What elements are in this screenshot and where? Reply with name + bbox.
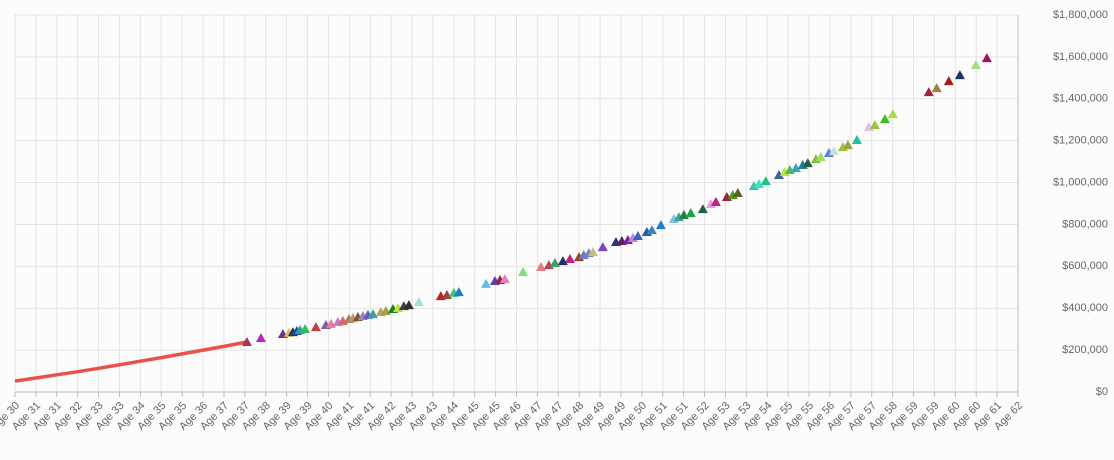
triangle-marker [887, 109, 898, 119]
triangle-marker [970, 60, 981, 70]
triangle-marker [241, 336, 252, 346]
triangle-marker [367, 309, 378, 319]
triangle-marker [869, 120, 880, 130]
y-tick-label: $200,000 [1062, 344, 1108, 356]
y-tick-label: $1,000,000 [1053, 176, 1108, 188]
triangle-marker [790, 163, 801, 173]
y-tick-label: $1,200,000 [1053, 135, 1108, 147]
triangle-marker [815, 152, 826, 162]
triangle-marker [255, 332, 266, 342]
triangle-marker [480, 278, 491, 288]
triangle-marker [753, 179, 764, 189]
triangle-marker [517, 266, 528, 276]
triangle-marker [413, 296, 424, 306]
triangle-marker [685, 208, 696, 218]
triangle-marker [646, 225, 657, 235]
triangle-marker [549, 257, 560, 267]
y-tick-label: $600,000 [1062, 260, 1108, 272]
triangle-marker [597, 242, 608, 252]
y-tick-label: $800,000 [1062, 218, 1108, 230]
triangle-marker [535, 261, 546, 271]
y-tick-label: $1,400,000 [1053, 93, 1108, 105]
triangle-marker [655, 220, 666, 230]
triangle-marker [732, 188, 743, 198]
triangle-marker [981, 53, 992, 63]
triangle-marker [587, 247, 598, 257]
triangle-marker [697, 204, 708, 214]
y-tick-label: $1,600,000 [1053, 51, 1108, 63]
triangle-marker [310, 322, 321, 332]
triangle-marker [760, 176, 771, 186]
triangle-marker [923, 87, 934, 97]
triangle-marker [931, 83, 942, 93]
triangle-marker [632, 230, 643, 240]
triangle-marker [954, 70, 965, 80]
line [14, 340, 248, 383]
triangle-marker [710, 197, 721, 207]
triangle-marker [851, 135, 862, 145]
triangle-marker [499, 274, 510, 284]
triangle-marker [403, 300, 414, 310]
triangle-marker [300, 323, 311, 333]
triangle-marker [773, 170, 784, 180]
triangle-marker [842, 140, 853, 150]
y-tick-label: $400,000 [1062, 302, 1108, 314]
triangle-marker [879, 114, 890, 124]
triangle-marker [828, 146, 839, 156]
triangle-marker [564, 254, 575, 264]
triangle-marker [453, 287, 464, 297]
y-tick-label: $0 [1096, 386, 1108, 398]
triangle-marker [943, 76, 954, 86]
triangle-marker [802, 158, 813, 168]
y-tick-label: $1,800,000 [1053, 9, 1108, 21]
